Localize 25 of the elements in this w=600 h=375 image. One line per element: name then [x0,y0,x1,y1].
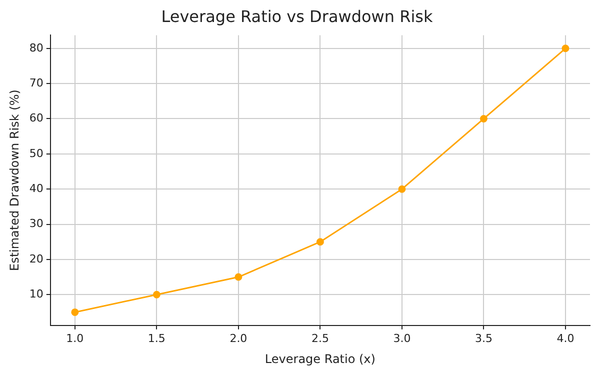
x-tick-label: 1.0 [66,332,84,345]
y-tick-label: 10 [29,287,44,300]
point [480,114,488,122]
point [234,273,242,281]
x-axis-title: Leverage Ratio (x) [264,352,376,366]
y-tick-label: 70 [29,76,44,90]
y-tick-label: 30 [29,217,44,230]
x-tick-label: 1.5 [148,332,166,345]
x-tick-label: 2.0 [230,332,248,345]
y-tick-label: 40 [29,182,44,195]
y-tick-label: 20 [29,252,44,266]
x-tick-label: 3.0 [393,332,411,345]
y-tick-label: 50 [29,146,44,160]
y-tick-label: 80 [29,41,44,54]
point [71,308,79,316]
point [316,238,324,246]
point [152,290,160,298]
point [398,185,406,193]
x-tick-label: 4.0 [556,332,574,345]
x-tick-label: 3.5 [474,332,492,345]
x-tick-label: 2.5 [311,332,329,345]
y-axis-title: Estimated Drawdown Risk (%) [7,90,22,272]
point [562,44,570,52]
y-tick-label: 60 [29,112,44,125]
chart-title: Leverage Ratio vs Drawdown Risk [161,6,434,26]
